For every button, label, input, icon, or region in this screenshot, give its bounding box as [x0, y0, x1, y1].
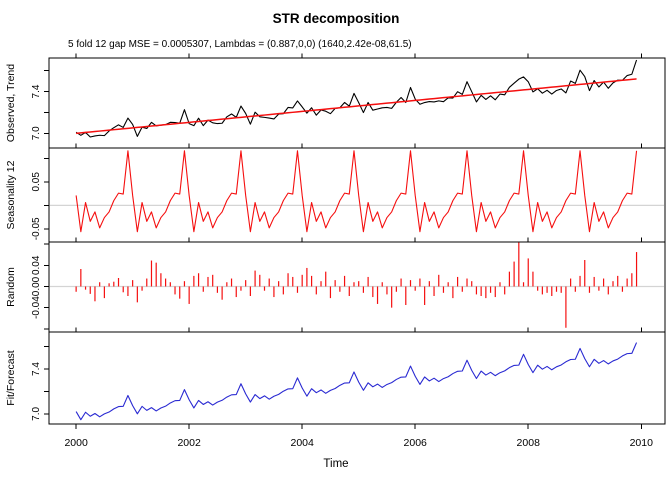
panel-frame — [48, 331, 666, 425]
seasonal-line — [75, 150, 638, 233]
y-tick-label: 0.00 — [31, 276, 42, 296]
x-axis-title: Time — [323, 458, 349, 470]
chart-title: STR decomposition — [272, 11, 400, 26]
y-tick-label: -0.05 — [31, 217, 42, 240]
x-tick-label: 2000 — [64, 437, 88, 449]
x-tick-label: 2006 — [404, 437, 428, 449]
panel-y-label: Seasonality 12 — [5, 160, 17, 229]
panel-y-label: Observed, Trend — [5, 64, 17, 142]
y-tick-label: 7.0 — [31, 407, 42, 421]
panel-y-label: Fit/Forecast — [5, 350, 17, 406]
y-tick-label: -0.04 — [31, 296, 42, 319]
panel-frame — [48, 147, 666, 243]
y-tick-label: 0.04 — [31, 255, 42, 275]
y-tick-label: 7.4 — [31, 84, 42, 98]
y-tick-label: 7.4 — [31, 362, 42, 376]
panel-y-label: Random — [5, 267, 17, 307]
observed-line — [75, 59, 638, 138]
trend-line — [76, 78, 637, 135]
x-tick-label: 2010 — [630, 437, 654, 449]
y-tick-label: 0.05 — [31, 172, 42, 192]
x-tick-label: 2008 — [517, 437, 541, 449]
panel-frame — [48, 57, 666, 149]
x-tick-label: 2002 — [177, 437, 201, 449]
y-tick-label: 7.0 — [31, 126, 42, 140]
x-tick-label: 2004 — [291, 437, 315, 449]
fit-line — [75, 342, 638, 421]
chart-subtitle: 5 fold 12 gap MSE = 0.0005307, Lambdas =… — [68, 39, 412, 50]
